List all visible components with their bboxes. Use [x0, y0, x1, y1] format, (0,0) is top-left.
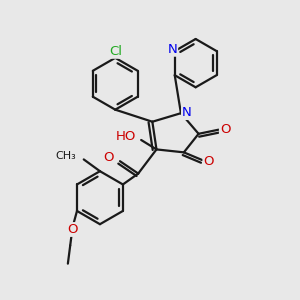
Text: O: O — [220, 123, 230, 136]
Text: CH₃: CH₃ — [56, 151, 76, 161]
Text: O: O — [203, 155, 214, 168]
Text: N: N — [167, 43, 177, 56]
Text: O: O — [103, 151, 114, 164]
Text: O: O — [67, 223, 78, 236]
Text: N: N — [182, 106, 192, 119]
Text: HO: HO — [116, 130, 136, 143]
Text: Cl: Cl — [109, 45, 122, 58]
